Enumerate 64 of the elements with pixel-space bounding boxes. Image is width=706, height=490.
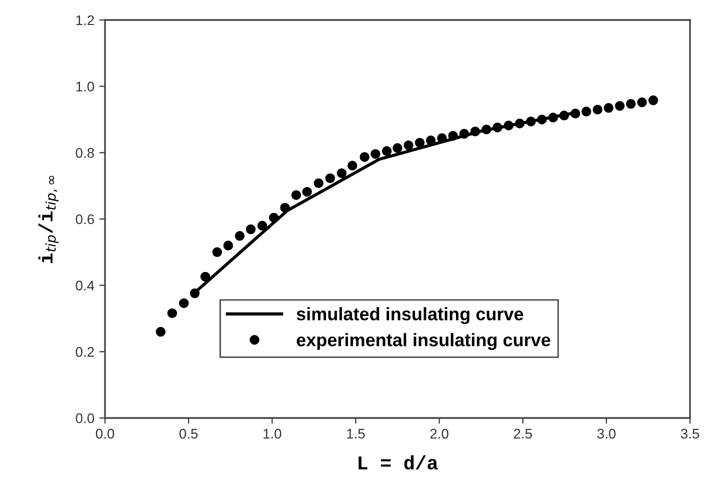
- point: [268, 212, 279, 223]
- point: [156, 326, 166, 337]
- point: [392, 143, 402, 153]
- point: [470, 126, 480, 136]
- y-tick-label: 0.0: [76, 413, 94, 424]
- point: [582, 106, 592, 116]
- y-tick-label: 1.0: [76, 82, 94, 92]
- point: [559, 110, 570, 120]
- legend-label: experimental insulating curve: [296, 333, 550, 350]
- y-tick-label: 1.2: [76, 15, 94, 26]
- legend-label: simulated insulating curve: [296, 307, 524, 324]
- x-tick-label: 1.5: [347, 428, 365, 439]
- point: [570, 108, 580, 118]
- point: [504, 120, 514, 130]
- y-tick-label: 0.8: [76, 148, 94, 158]
- point: [348, 160, 358, 170]
- point: [280, 202, 290, 213]
- point: [426, 136, 436, 146]
- point: [648, 95, 658, 106]
- point: [302, 186, 312, 197]
- point: [360, 152, 370, 162]
- point: [604, 103, 614, 113]
- y-tick-label: 0.4: [76, 280, 94, 291]
- point: [492, 122, 502, 132]
- point: [637, 97, 647, 108]
- x-tick-label: 3.5: [680, 428, 700, 439]
- x-tick-label: 2.5: [514, 428, 532, 439]
- x-tick-label: 2.0: [430, 428, 448, 439]
- point: [336, 168, 347, 178]
- point: [537, 114, 547, 124]
- point: [325, 173, 336, 184]
- point: [437, 133, 447, 143]
- x-tick-label: 3.0: [597, 428, 616, 439]
- y-tick-label: 0.2: [76, 347, 94, 357]
- x-tick-label: 1.0: [264, 428, 282, 439]
- point: [291, 190, 302, 200]
- point: [459, 128, 470, 139]
- point: [212, 247, 222, 258]
- point: [382, 146, 392, 156]
- x-tick-label: 0.0: [96, 428, 114, 439]
- point: [223, 240, 234, 250]
- point: [190, 288, 200, 298]
- point: [614, 101, 625, 111]
- y-axis-title: i$_{tip}$/i$_{tip,∞}$: [38, 176, 58, 264]
- point: [257, 220, 268, 230]
- point: [448, 130, 458, 141]
- x-tick-label: 0.5: [179, 428, 198, 439]
- point: [179, 298, 189, 308]
- point: [526, 116, 536, 126]
- point: [167, 308, 178, 318]
- point: [482, 124, 492, 134]
- point: [414, 138, 425, 148]
- point: [592, 104, 602, 114]
- point: [314, 178, 324, 188]
- x-axis-title: L = d/a: [358, 455, 438, 470]
- point: [514, 118, 525, 128]
- point: [404, 140, 414, 150]
- point: [370, 149, 380, 159]
- y-tick-label: 0.6: [76, 214, 94, 224]
- point: [626, 99, 636, 109]
- point: [548, 112, 558, 122]
- point: [246, 224, 256, 234]
- point: [234, 231, 245, 241]
- point: [200, 272, 210, 282]
